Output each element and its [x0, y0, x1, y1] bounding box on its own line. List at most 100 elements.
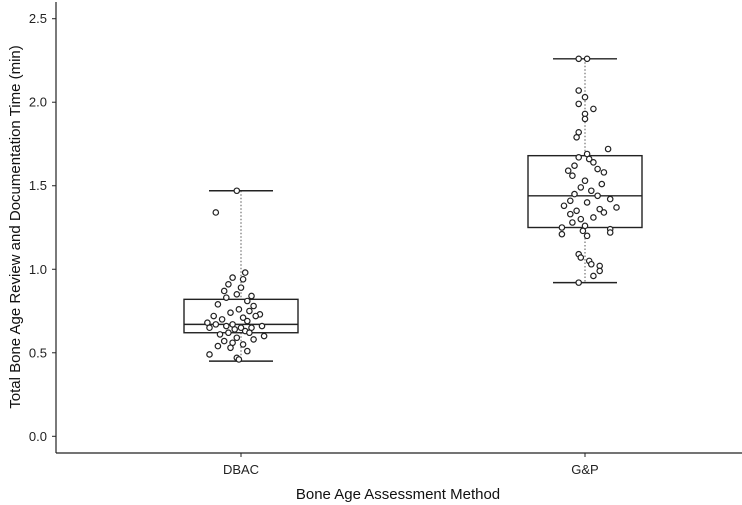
data-point	[225, 329, 232, 337]
data-point	[223, 322, 230, 330]
data-point	[600, 169, 608, 176]
data-point	[564, 167, 572, 175]
y-axis-title: Total Bone Age Review and Documentation …	[7, 45, 24, 409]
y-tick-label: 0.5	[29, 345, 47, 360]
data-point	[216, 331, 224, 338]
data-point	[577, 215, 585, 223]
data-point	[575, 87, 583, 94]
data-point	[558, 230, 566, 238]
data-point	[569, 172, 576, 180]
data-points	[204, 55, 620, 363]
data-point	[606, 229, 614, 236]
data-point	[233, 187, 241, 195]
data-point	[594, 192, 601, 200]
data-point	[575, 55, 583, 63]
data-point	[246, 307, 253, 315]
data-point	[583, 199, 591, 206]
data-point	[252, 312, 260, 320]
data-point	[239, 314, 247, 322]
y-tick-label: 2.0	[29, 95, 47, 110]
data-point	[585, 155, 593, 163]
x-axis-ticks: DBAC G&P	[223, 453, 599, 477]
data-point	[248, 292, 255, 300]
data-point	[227, 309, 234, 316]
data-point	[212, 209, 220, 216]
data-point	[590, 105, 597, 113]
data-point	[246, 329, 253, 337]
iqr-box	[183, 298, 299, 334]
data-point	[250, 302, 257, 310]
data-point	[258, 322, 266, 330]
data-point	[241, 269, 249, 276]
data-point	[575, 100, 583, 108]
data-point	[573, 207, 580, 215]
data-point	[212, 321, 220, 328]
data-point	[590, 159, 597, 166]
data-point	[590, 214, 597, 221]
data-point	[239, 275, 247, 283]
data-point	[566, 197, 574, 205]
data-point	[235, 356, 243, 363]
data-point	[214, 342, 222, 350]
box-plots	[183, 58, 643, 362]
data-point	[598, 180, 606, 188]
data-point	[239, 341, 247, 348]
data-point	[587, 260, 595, 268]
data-point	[581, 177, 589, 185]
data-point	[214, 301, 222, 308]
data-point	[233, 291, 241, 298]
x-tick-label: DBAC	[223, 462, 259, 477]
data-point	[218, 316, 226, 323]
data-point	[613, 204, 620, 211]
data-point	[573, 134, 580, 141]
y-tick-label: 2.5	[29, 11, 47, 26]
data-point	[220, 287, 228, 295]
data-point	[237, 324, 245, 332]
data-point	[600, 209, 608, 216]
data-point	[237, 284, 245, 291]
x-tick-label: G&P	[571, 462, 598, 477]
data-point	[231, 326, 239, 333]
y-tick-label: 1.0	[29, 262, 47, 277]
data-point	[233, 334, 241, 342]
data-point	[206, 351, 213, 358]
data-point	[596, 205, 604, 213]
y-tick-label: 1.5	[29, 178, 47, 193]
data-point	[590, 272, 597, 280]
data-point	[577, 184, 585, 191]
data-point	[575, 279, 583, 286]
y-tick-label: 0.0	[29, 429, 47, 444]
y-axis-ticks: 0.0 0.5 1.0 1.5 2.0 2.5	[29, 11, 56, 444]
data-point	[587, 187, 595, 195]
data-point	[227, 344, 234, 352]
data-point	[244, 297, 251, 305]
data-point	[571, 162, 578, 169]
data-point	[566, 210, 574, 218]
data-point	[235, 306, 243, 313]
data-point	[558, 224, 566, 231]
data-point	[594, 165, 601, 173]
data-point	[581, 93, 589, 101]
data-point	[575, 154, 583, 161]
data-point	[596, 267, 604, 275]
data-point	[260, 332, 268, 340]
data-point	[560, 202, 568, 210]
data-point	[579, 227, 587, 235]
data-point	[577, 254, 585, 261]
data-point	[583, 232, 591, 240]
data-point	[581, 115, 589, 123]
x-axis-title: Bone Age Assessment Method	[296, 486, 500, 503]
iqr-box	[527, 154, 643, 229]
data-point	[220, 337, 228, 345]
data-point	[604, 145, 612, 153]
data-point	[571, 190, 578, 198]
data-point	[606, 195, 614, 203]
data-point	[229, 274, 236, 281]
data-point	[250, 336, 257, 343]
data-point	[223, 294, 230, 301]
data-point	[583, 55, 591, 63]
data-point	[225, 280, 232, 288]
data-point	[210, 312, 218, 320]
data-point	[244, 347, 251, 355]
